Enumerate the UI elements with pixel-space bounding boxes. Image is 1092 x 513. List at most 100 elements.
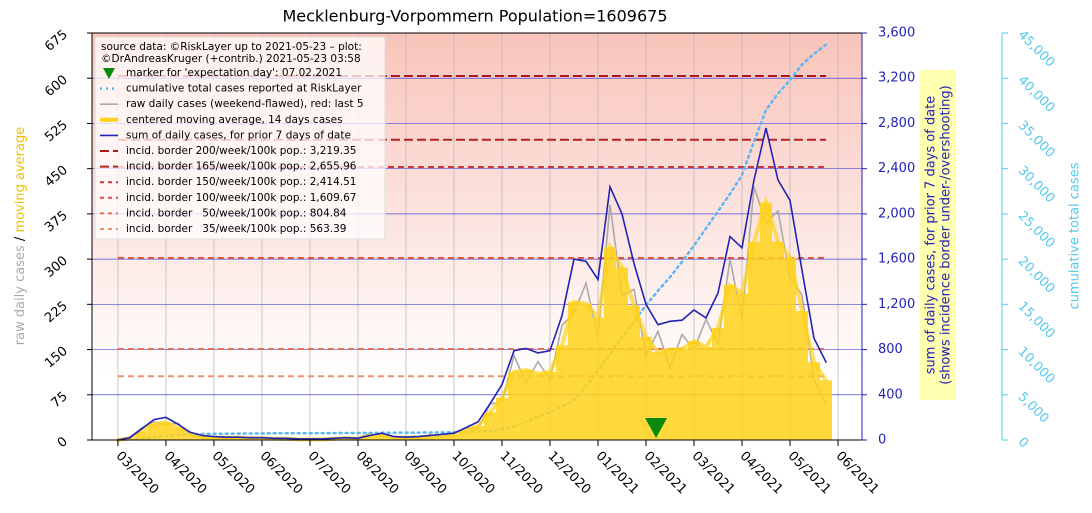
x-tick-label: 03/2021 [689,449,738,498]
legend: source data: ©RiskLayer up to 2021-05-23… [94,36,386,240]
y2-tick-label: 1,200 [878,297,915,312]
moving-average-bar [747,241,760,440]
x-tick-label: 04/2021 [737,449,786,498]
chart-title: Mecklenburg-Vorpommern Population=160967… [282,7,667,26]
legend-box [94,36,386,240]
legend-label: marker for 'expectation day': 07.02.2021 [126,67,342,79]
y3-tick-label: 15,000 [1015,299,1058,342]
moving-average-bar [675,348,688,440]
x-tick-label: 10/2020 [449,449,498,498]
y-tick-label: 0 [55,434,71,451]
y-tick-label: 150 [42,344,71,371]
legend-source: source data: ©RiskLayer up to 2021-05-23… [101,41,362,53]
y-axis-label: raw daily cases / moving average [13,127,28,345]
y2-tick-label: 3,600 [878,26,915,41]
moving-average-bar [783,257,796,440]
y3-tick-label: 20,000 [1015,254,1058,297]
moving-average-bar [435,435,448,440]
moving-average-bar [555,345,568,440]
y2-axis-label: sum of daily cases, for prior 7 days of … [924,96,939,375]
moving-average-bar [807,362,820,440]
moving-average-bar [459,430,472,440]
y-tick-label: 375 [42,208,71,235]
moving-average-bar [687,341,700,440]
moving-average-bar [183,433,196,440]
legend-label: incid. border 165/week/100k pop.: 2,655.… [126,161,357,173]
y3-tick-label: 45,000 [1015,28,1058,71]
y2-tick-label: 400 [878,387,903,402]
y-label-avg: moving average [13,127,28,233]
y-label-sep: / [13,236,28,241]
moving-average-bar [603,247,616,440]
moving-average-bar [543,371,556,440]
y2-tick-label: 3,200 [878,71,915,86]
moving-average-bar [699,347,712,440]
legend-label: incid. border 150/week/100k pop.: 2,414.… [126,176,357,188]
legend-label: sum of daily cases, for prior 7 days of … [126,129,351,141]
moving-average-bar [663,349,676,440]
y2-tick-label: 1,600 [878,252,915,267]
moving-average-bar [471,426,484,440]
x-tick-label: 01/2021 [593,449,642,498]
x-tick-label: 09/2020 [401,449,450,498]
expectation-marker [645,418,668,438]
moving-average-bar [531,373,544,440]
x-tick-label: 06/2021 [833,449,882,498]
moving-average-bar [591,317,604,440]
x-tick-label: 12/2020 [545,449,594,498]
y3-tick-label: 5,000 [1015,389,1052,426]
x-tick-label: 06/2020 [257,449,306,498]
legend-label: incid. border 200/week/100k pop.: 3,219.… [126,145,357,157]
moving-average-bar [483,412,496,440]
x-tick-label: 05/2021 [785,449,834,498]
legend-label: incid. border 35/week/100k pop.: 563.39 [126,223,346,235]
moving-average-bar [759,202,772,440]
legend-label: raw daily cases (weekend-flawed), red: l… [126,98,364,110]
legend-source: ©DrAndreasKruger (+contrib.) 2021-05-23 … [101,53,361,65]
y3-tick-label: 25,000 [1015,209,1058,252]
y-tick-label: 225 [42,299,71,326]
moving-average-bar [375,434,388,440]
y3-tick-label: 35,000 [1015,118,1058,161]
y2-tick-label: 0 [878,433,886,448]
moving-average-bar [627,305,640,440]
moving-average-bar [519,370,532,440]
y-tick-label: 525 [42,118,71,145]
legend-label: incid. border 50/week/100k pop.: 804.84 [126,207,347,219]
plot-area [92,32,862,442]
x-tick-label: 03/2020 [113,449,162,498]
y-label-raw: raw daily cases [13,245,28,345]
moving-average-bar [723,285,736,440]
x-tick-label: 02/2021 [641,449,690,498]
moving-average-bar [819,380,832,440]
moving-average-bar [795,310,808,440]
series-line [117,127,827,441]
x-tick-label: 11/2020 [497,449,546,498]
x-tick-label: 05/2020 [209,449,258,498]
moving-average-bar [447,434,460,440]
moving-average-bar [495,397,508,440]
legend-label: centered moving average, 14 days cases [126,114,343,126]
y2-tick-label: 2,800 [878,116,915,131]
moving-average-bar [651,351,664,440]
moving-average-bar [567,301,580,440]
moving-average-bar [735,293,748,440]
y-tick-label: 75 [49,389,71,411]
moving-average-bar [579,303,592,440]
legend-label: cumulative total cases reported at RiskL… [126,83,362,95]
y3-tick-label: 40,000 [1015,73,1058,116]
moving-average-bar [135,431,148,440]
legend-label: incid. border 100/week/100k pop.: 1,609.… [126,192,357,204]
moving-average-bar [507,371,520,440]
moving-average-bar [159,422,172,440]
x-tick-label: 04/2020 [161,449,210,498]
y3-axis-label: cumulative total cases [1068,162,1083,309]
y3-tick-label: 0 [1015,435,1031,451]
y2-tick-label: 2,400 [878,161,915,176]
y3-tick-label: 30,000 [1015,163,1058,206]
y2-label-box [920,70,956,400]
moving-average-bar [711,327,724,440]
moving-average-bar [771,241,784,440]
y-tick-label: 300 [42,253,71,280]
